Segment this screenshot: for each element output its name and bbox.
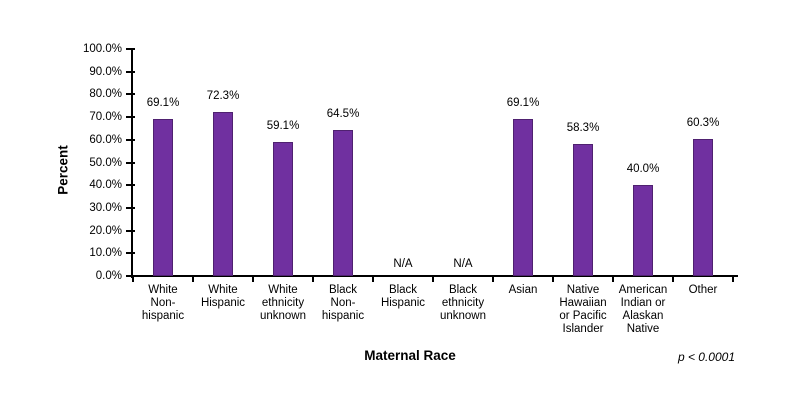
y-tick [126,184,135,187]
category-label: White Hispanic [188,284,258,310]
category-label: American Indian or Alaskan Native [608,284,678,336]
category-label: Black Hispanic [368,284,438,310]
y-tick [126,116,135,119]
na-label: N/A [393,258,413,270]
category-label: White Non-hispanic [128,284,198,323]
bar [573,143,593,276]
y-tick [126,93,135,96]
y-tick-label: 10.0% [89,247,122,260]
category-label-line: Native [566,284,600,296]
bar-value-label: 60.3% [686,117,720,130]
bar [693,139,713,276]
y-tick-label: 80.0% [89,88,122,101]
y-tick-label: 30.0% [89,201,122,214]
y-tick [126,206,135,209]
x-tick [492,277,494,282]
category-label-line: ethnicity [261,297,305,309]
category-label-line: White [148,284,178,296]
category-label-line: Hispanic [380,297,426,309]
p-value-annotation: p < 0.0001 [677,350,735,364]
x-tick [612,277,614,282]
category-label-line: White [268,284,298,296]
x-tick [432,277,434,282]
category-label-line: American [618,284,668,296]
x-tick [132,277,134,282]
category-label-line: Indian or [620,297,666,309]
bar-value-label: 59.1% [266,119,300,132]
bar [213,111,233,276]
y-tick-label: 100.0% [82,43,122,55]
y-tick-label: 50.0% [89,156,122,169]
bar [153,119,173,276]
x-tick [672,277,674,282]
x-axis-title: Maternal Race [364,348,456,363]
y-tick [126,229,135,232]
x-tick [192,277,194,282]
category-label: Black Non-hispanic [308,284,378,323]
category-label-line: ethnicity [441,297,485,309]
y-tick [126,138,135,141]
x-tick [552,277,554,282]
category-label-line: Islander [562,323,604,335]
x-tick [252,277,254,282]
category-label-line: unknown [439,310,487,322]
x-tick [732,277,734,282]
category-label-line: White [208,284,238,296]
category-label-line: Black [388,284,418,296]
y-tick [126,275,135,277]
y-tick-label: 0.0% [95,270,122,282]
y-tick-label: 20.0% [89,224,122,237]
bar-value-label: 58.3% [566,121,600,134]
bar-value-label: 40.0% [626,163,660,176]
category-label: Native Hawaiian or Pacific Islander [548,284,618,336]
x-tick [312,277,314,282]
category-label-line: unknown [259,310,307,322]
y-tick [126,252,135,255]
na-label: N/A [453,258,473,270]
category-label-line: or Pacific [559,310,607,322]
category-label-line: Non- [330,297,356,309]
category-label-line: Native [626,323,660,335]
bar [273,141,293,276]
y-tick-label: 60.0% [89,133,122,146]
bar [633,185,653,276]
x-tick [372,277,374,282]
category-label-line: Non- [150,297,176,309]
category-label: Black ethnicity unknown [428,284,498,323]
bar [513,119,533,276]
category-label: White ethnicity unknown [248,284,318,323]
y-tick [126,70,135,73]
category-label-line: Hispanic [200,297,246,309]
category-label-line: Asian [508,284,538,296]
category-label-line: Black [328,284,358,296]
category-label-line: Other [688,284,718,296]
category-label-line: hispanic [321,310,365,322]
x-axis-line [131,275,738,277]
bar-value-label: 69.1% [506,97,540,110]
bar-value-label: 72.3% [206,89,240,102]
category-label-line: Alaskan [622,310,664,322]
category-label-line: hispanic [141,310,185,322]
y-tick [126,161,135,164]
y-tick-label: 90.0% [89,65,122,78]
category-label-line: Hawaiian [559,297,607,309]
y-tick-label: 40.0% [89,179,122,192]
y-tick-label: 70.0% [89,111,122,124]
category-label: Asian [488,284,558,297]
bar-value-label: 64.5% [326,107,360,120]
bar-value-label: 69.1% [146,97,180,110]
category-label-line: Black [448,284,478,296]
bar [333,129,353,276]
category-label: Other [668,284,738,297]
y-tick [126,48,135,50]
